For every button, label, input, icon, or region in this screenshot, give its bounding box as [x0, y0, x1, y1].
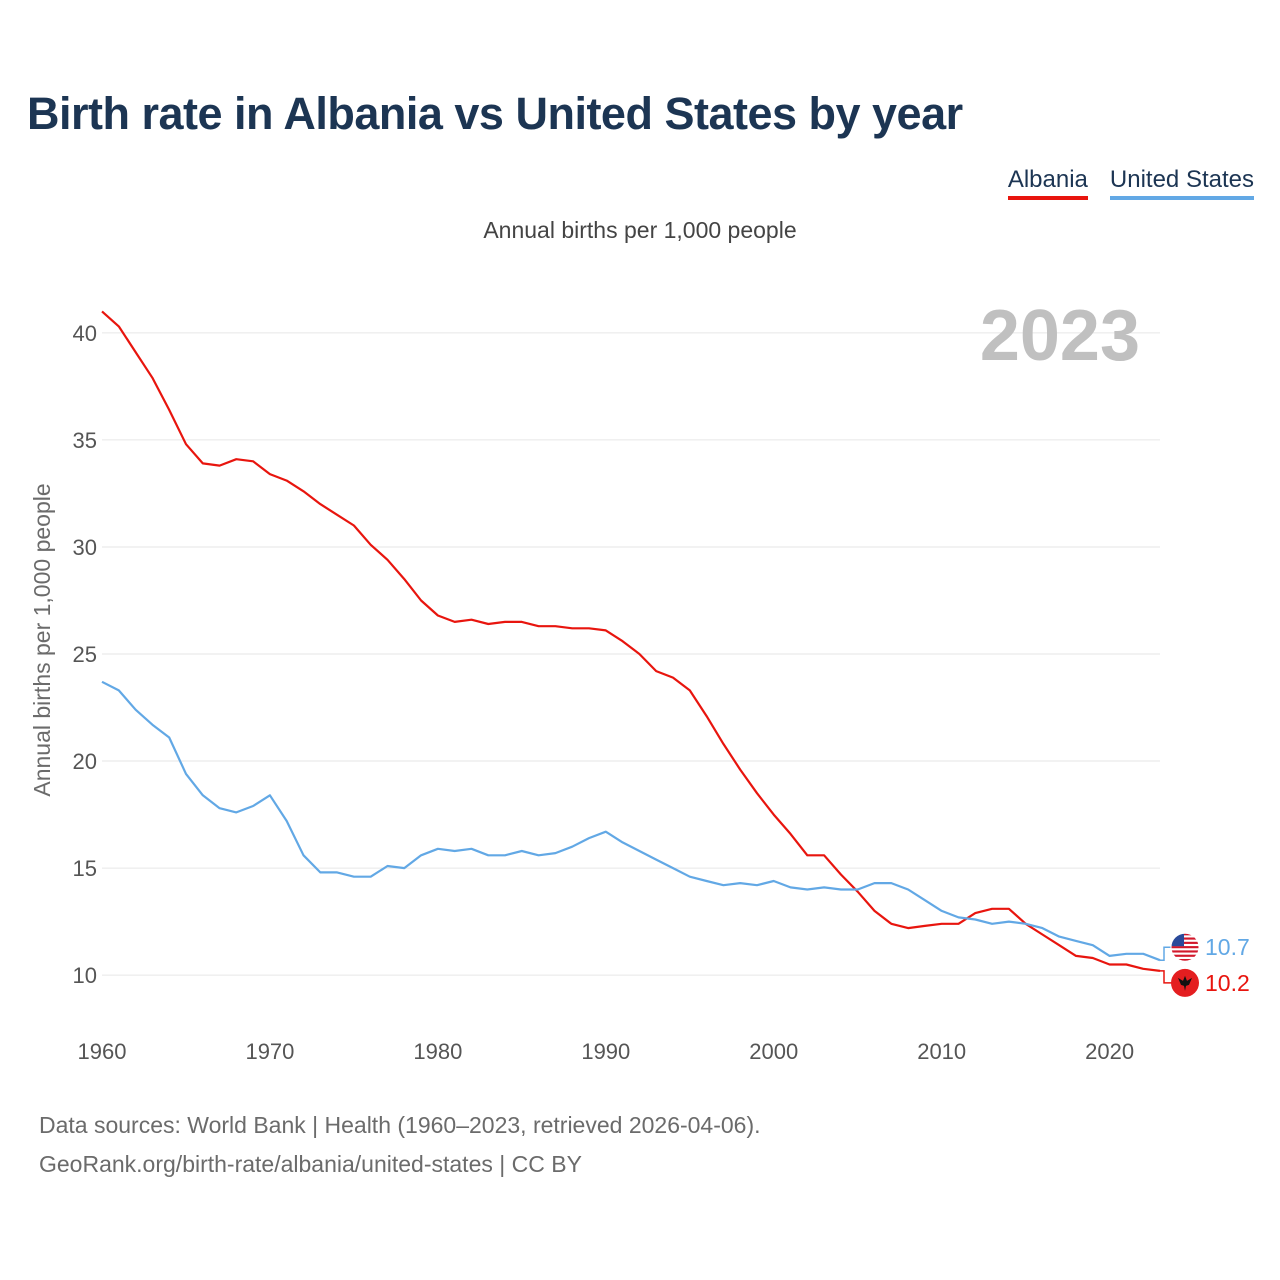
x-tick-label: 2010 [917, 1039, 966, 1064]
source-line-1: Data sources: World Bank | Health (1960–… [39, 1112, 761, 1138]
data-source-note: Data sources: World Bank | Health (1960–… [39, 1106, 761, 1184]
y-tick-label: 20 [73, 749, 97, 774]
y-tick-label: 25 [73, 642, 97, 667]
y-axis-title: Annual births per 1,000 people [29, 483, 55, 796]
x-tick-label: 2020 [1085, 1039, 1134, 1064]
us-end-value: 10.7 [1205, 934, 1250, 960]
x-tick-label: 2000 [749, 1039, 798, 1064]
series-lines [101, 310, 1161, 972]
year-label: 2023 [980, 296, 1140, 376]
albania-flag-icon [1171, 968, 1199, 997]
chart-title: Birth rate in Albania vs United States b… [27, 88, 963, 139]
x-tick-label: 1990 [581, 1039, 630, 1064]
us-label-connector [1160, 946, 1175, 961]
end-labels: 10.7 10.2 [1160, 932, 1250, 997]
grid-lines [102, 332, 1160, 976]
legend: Albania United States [1007, 166, 1254, 200]
legend-item-united-states[interactable]: United States [1109, 166, 1254, 200]
albania-end-value: 10.2 [1205, 970, 1250, 996]
legend-item-albania[interactable]: Albania [1007, 166, 1088, 200]
source-line-2[interactable]: GeoRank.org/birth-rate/albania/united-st… [39, 1151, 582, 1177]
series-line-albania[interactable] [101, 310, 1161, 972]
y-tick-label: 30 [73, 535, 97, 560]
x-tick-label: 1960 [78, 1039, 127, 1064]
x-axis-ticks: 1960 1970 1980 1990 2000 2010 2020 [78, 1039, 1135, 1064]
y-tick-label: 15 [73, 856, 97, 881]
y-tick-label: 10 [73, 963, 97, 988]
x-tick-label: 1980 [413, 1039, 462, 1064]
y-tick-label: 40 [73, 321, 97, 346]
x-tick-label: 1970 [245, 1039, 294, 1064]
chart-subtitle: Annual births per 1,000 people [483, 217, 797, 243]
us-flag-icon [1170, 932, 1200, 962]
albania-label-connector [1160, 970, 1175, 984]
series-line-united-states[interactable] [101, 680, 1161, 962]
y-axis-ticks: 10 15 20 25 30 35 40 [73, 321, 97, 988]
y-tick-label: 35 [73, 428, 97, 453]
